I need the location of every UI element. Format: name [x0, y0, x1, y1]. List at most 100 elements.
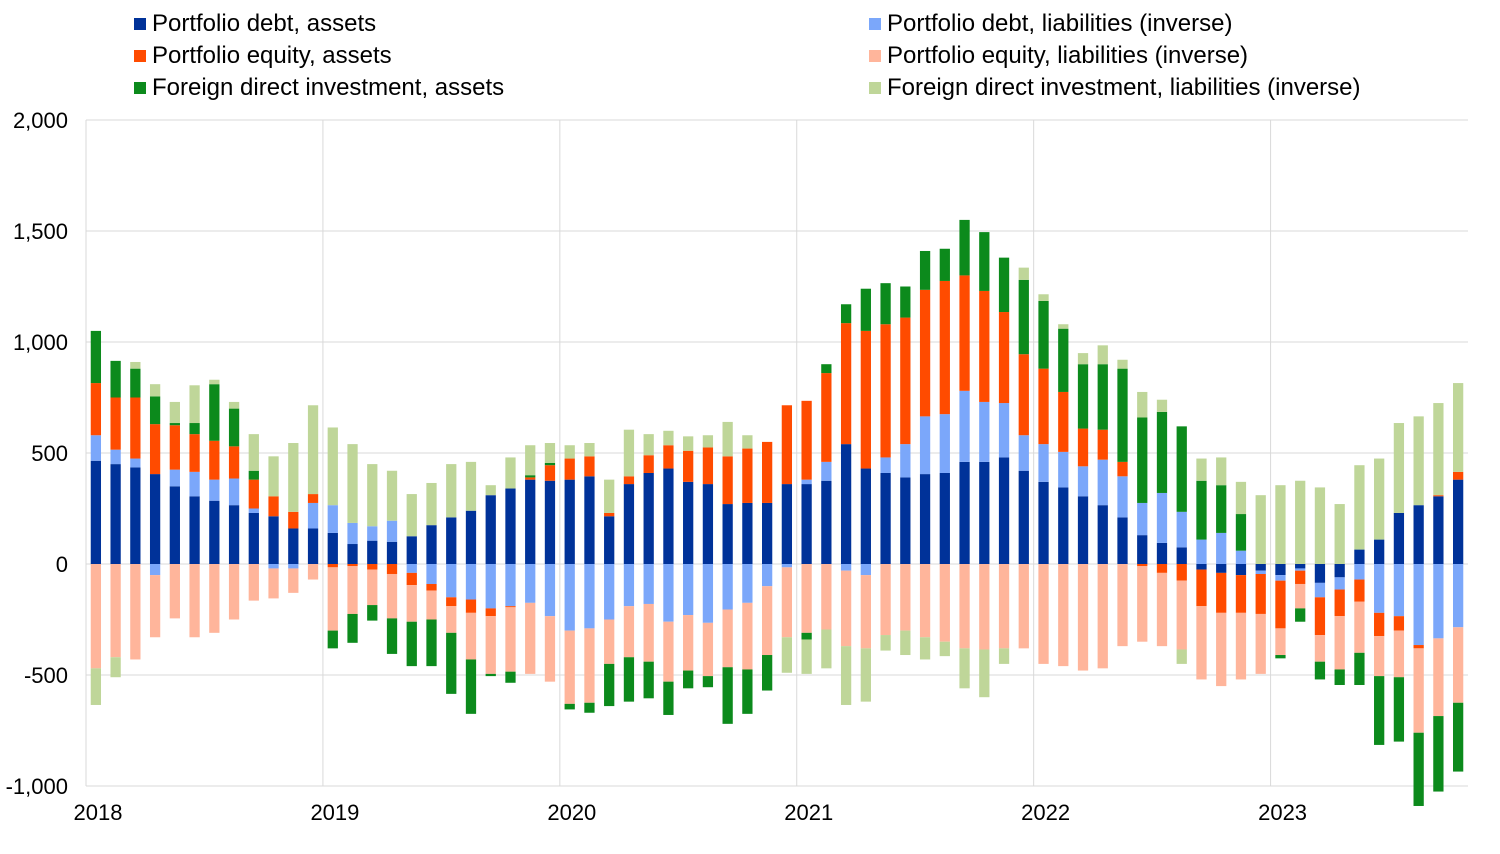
- bar-segment-series-5: [268, 456, 279, 497]
- bar-segment-series-0: [564, 479, 575, 564]
- bar-segment-series-3: [110, 564, 121, 658]
- bar-segment-series-2: [564, 458, 575, 480]
- bar-segment-series-0: [1117, 517, 1128, 564]
- bar-segment-series-5: [110, 657, 121, 678]
- bar-segment-series-1: [821, 461, 832, 481]
- bar-segment-series-1: [1196, 539, 1207, 564]
- bar-segment-series-4: [880, 283, 891, 325]
- bar-segment-series-1: [1413, 564, 1424, 646]
- x-tick-label: 2018: [74, 800, 123, 825]
- bar-segment-series-4: [939, 248, 950, 281]
- bar-segment-series-5: [1117, 359, 1128, 369]
- bar-segment-series-0: [663, 468, 674, 564]
- legend-label: Foreign direct investment, liabilities (…: [887, 74, 1361, 101]
- bar-segment-series-0: [840, 444, 852, 564]
- bar-segment-series-2: [90, 383, 102, 436]
- bar-segment-series-2: [367, 564, 378, 570]
- bar-segment-series-2: [781, 405, 793, 485]
- bar-segment-series-5: [564, 445, 575, 459]
- bar-segment-series-4: [1413, 732, 1424, 806]
- bar-segment-series-1: [781, 564, 793, 568]
- bar-segment-series-3: [327, 567, 338, 631]
- bar-segment-series-3: [702, 622, 714, 677]
- bar-segment-series-5: [801, 639, 812, 674]
- bar-segment-series-0: [959, 461, 970, 564]
- bar-segment-series-5: [307, 405, 319, 495]
- bar-segment-series-1: [189, 471, 200, 497]
- bar-segment-series-3: [643, 603, 654, 662]
- bar-segment-series-1: [209, 479, 220, 501]
- bar-segment-series-5: [406, 494, 417, 537]
- bar-segment-series-0: [762, 502, 773, 564]
- bar-segment-series-5: [979, 649, 990, 698]
- bar-segment-series-1: [663, 564, 674, 622]
- bar-segment-series-4: [367, 605, 378, 621]
- legend-label: Portfolio equity, liabilities (inverse): [887, 42, 1249, 69]
- bar-segment-series-5: [149, 384, 161, 397]
- bar-segment-series-1: [702, 564, 714, 623]
- bar-segment-series-4: [1433, 716, 1444, 792]
- bar-segment-series-1: [1334, 577, 1345, 590]
- bar-segment-series-3: [149, 575, 161, 638]
- bar-segment-series-1: [998, 403, 1010, 458]
- bar-segment-series-3: [1393, 630, 1405, 678]
- legend-item-fdi-assets: Foreign direct investment, assets: [134, 72, 504, 104]
- bar-segment-series-5: [683, 436, 694, 451]
- bar-segment-series-4: [1117, 368, 1128, 462]
- x-tick-label: 2020: [547, 800, 596, 825]
- bar-segment-series-4: [228, 408, 240, 447]
- bar-segment-series-2: [880, 324, 891, 458]
- bar-segment-series-5: [1433, 403, 1444, 496]
- bar-segment-series-4: [1235, 514, 1247, 551]
- bar-segment-series-2: [979, 290, 990, 402]
- bar-segment-series-3: [1038, 564, 1049, 664]
- bar-segment-series-2: [248, 479, 259, 509]
- bar-segment-series-5: [860, 648, 871, 702]
- bar-segment-series-3: [959, 564, 970, 649]
- bar-segment-series-1: [1314, 582, 1326, 598]
- bar-segment-series-0: [1018, 470, 1029, 564]
- bar-segment-series-4: [1058, 328, 1069, 392]
- bar-segment-series-3: [1374, 636, 1385, 677]
- bar-segment-series-1: [1393, 564, 1405, 617]
- bar-segment-series-4: [327, 630, 338, 649]
- bar-segment-series-5: [367, 464, 378, 527]
- bar-segment-series-2: [209, 440, 220, 480]
- bar-segment-series-2: [110, 397, 121, 450]
- bar-segment-series-4: [584, 702, 595, 713]
- bar-segment-series-1: [228, 478, 240, 506]
- bar-segment-series-4: [998, 257, 1010, 313]
- bar-segment-series-1: [268, 564, 279, 569]
- bar-segment-series-4: [801, 632, 812, 640]
- bar-segment-series-5: [1374, 458, 1385, 540]
- bar-segment-series-0: [1097, 505, 1108, 564]
- bar-segment-series-2: [1216, 572, 1227, 613]
- bar-segment-series-0: [406, 536, 417, 564]
- bar-segment-series-2: [821, 373, 832, 462]
- bar-segment-series-5: [1314, 487, 1326, 564]
- bar-segment-series-5: [485, 485, 496, 496]
- bar-segment-series-0: [919, 474, 931, 564]
- bar-segment-series-1: [1354, 564, 1365, 580]
- bar-segment-series-2: [998, 312, 1010, 404]
- bar-segment-series-3: [268, 568, 279, 599]
- bar-segment-series-4: [959, 219, 970, 276]
- bar-segment-series-1: [683, 564, 694, 616]
- x-tick-label: 2023: [1258, 800, 1307, 825]
- bar-segment-series-0: [1433, 496, 1444, 564]
- bar-segment-series-1: [1097, 459, 1108, 506]
- bar-segment-series-1: [840, 564, 852, 571]
- x-tick-label: 2021: [784, 800, 833, 825]
- bar-segment-series-3: [1314, 635, 1326, 662]
- x-tick-label: 2022: [1021, 800, 1070, 825]
- bar-segment-series-0: [327, 532, 338, 564]
- bar-segment-series-1: [347, 522, 358, 545]
- bar-segment-series-1: [446, 564, 457, 598]
- bar-segment-series-5: [465, 461, 477, 511]
- legend-label: Portfolio equity, assets: [152, 42, 392, 69]
- bar-segment-series-2: [1413, 645, 1424, 649]
- bar-segment-series-0: [169, 486, 180, 564]
- bar-segment-series-1: [1077, 466, 1089, 497]
- bar-segment-series-3: [367, 569, 378, 606]
- bar-segment-series-2: [347, 564, 358, 567]
